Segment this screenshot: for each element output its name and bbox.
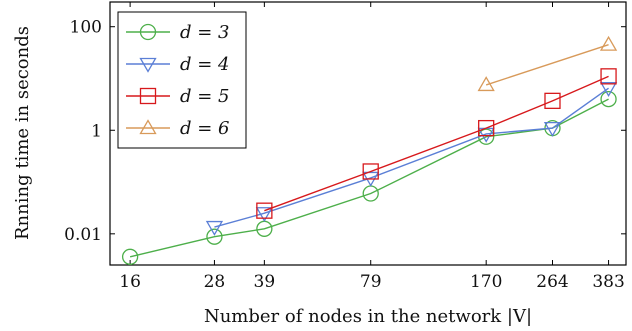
legend-entry: d = 3 bbox=[126, 22, 230, 43]
series-d=5 bbox=[256, 68, 617, 219]
data-point bbox=[599, 35, 618, 51]
data-point bbox=[600, 90, 617, 108]
data-point bbox=[205, 220, 224, 236]
x-tick-label: 264 bbox=[536, 272, 568, 292]
legend-label: d = 6 bbox=[180, 118, 230, 139]
data-point bbox=[599, 82, 618, 97]
x-tick-label: 28 bbox=[204, 272, 226, 292]
y-tick-label: 100 bbox=[70, 18, 102, 38]
y-tick-label: 1 bbox=[91, 121, 102, 141]
series-d=4 bbox=[205, 82, 618, 236]
legend-label: d = 4 bbox=[180, 54, 230, 75]
series-line bbox=[485, 43, 609, 86]
data-point bbox=[600, 68, 617, 85]
y-axis-title: Rnning time in seconds bbox=[12, 26, 33, 240]
y-tick-label: 0.01 bbox=[64, 225, 102, 245]
legend-marker bbox=[139, 57, 157, 73]
data-point bbox=[478, 119, 495, 137]
x-tick-label: 170 bbox=[470, 272, 502, 292]
legend: d = 3 d = 4 d = 5 d = 6 bbox=[117, 11, 247, 149]
legend-label: d = 3 bbox=[180, 22, 230, 43]
series-d=6 bbox=[477, 35, 618, 92]
legend-marker bbox=[139, 23, 157, 41]
legend-label: d = 5 bbox=[180, 86, 230, 107]
data-point bbox=[121, 248, 139, 265]
x-tick-label: 16 bbox=[119, 272, 141, 292]
x-tick-label: 79 bbox=[360, 272, 382, 292]
series-line bbox=[264, 75, 609, 212]
series-layer bbox=[121, 35, 618, 265]
data-point bbox=[544, 92, 561, 109]
data-point bbox=[543, 121, 562, 137]
data-point bbox=[206, 228, 223, 245]
legend-frame bbox=[117, 11, 247, 149]
legend-entry: d = 6 bbox=[126, 118, 230, 139]
axes bbox=[109, 1, 627, 266]
x-tick-label: 39 bbox=[254, 272, 276, 292]
data-point bbox=[362, 163, 379, 180]
legend-marker bbox=[139, 87, 157, 105]
x-tick-label: 383 bbox=[592, 272, 624, 292]
x-axis-title: Number of nodes in the network |V| bbox=[204, 306, 532, 327]
series-line bbox=[214, 87, 609, 228]
plot-frame bbox=[109, 1, 627, 266]
axis-ticks: 16 28 39 79 170 264 383 0.01 1 100 bbox=[64, 2, 626, 292]
legend-entry: d = 5 bbox=[126, 86, 230, 107]
legend-marker bbox=[139, 119, 157, 135]
data-point bbox=[477, 76, 495, 92]
legend-entry: d = 4 bbox=[126, 54, 230, 75]
data-point bbox=[255, 207, 273, 223]
data-point bbox=[256, 202, 273, 219]
